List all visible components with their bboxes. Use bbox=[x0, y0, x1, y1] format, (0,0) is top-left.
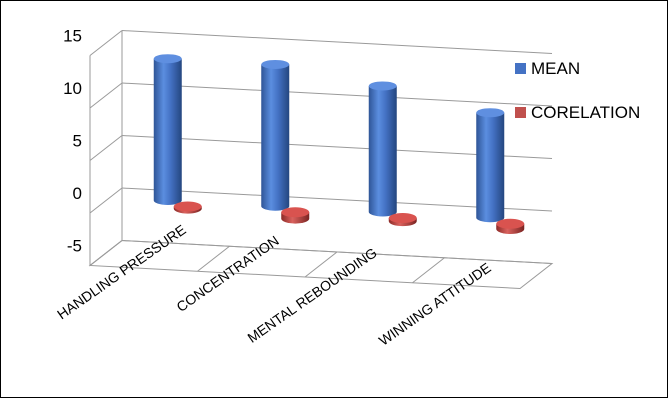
bar-corelation-0 bbox=[173, 201, 202, 214]
bar-mean-3-body bbox=[476, 112, 505, 223]
bars bbox=[153, 54, 525, 235]
bar-corelation-1 bbox=[281, 207, 310, 224]
bar-corelation-2 bbox=[388, 213, 417, 227]
bar-corelation-2-cap bbox=[388, 213, 417, 224]
bar-mean-2 bbox=[368, 81, 397, 217]
legend-swatch bbox=[515, 107, 526, 118]
gridline-side bbox=[89, 240, 123, 266]
y-tick-label: -5 bbox=[67, 237, 82, 256]
bar-mean-3-cap bbox=[476, 108, 505, 118]
gridline-side bbox=[89, 82, 123, 109]
gridline bbox=[121, 82, 553, 107]
bar-mean-0-body bbox=[153, 58, 182, 205]
bar-mean-1-cap bbox=[261, 59, 290, 69]
legend-label: CORELATION bbox=[531, 103, 640, 122]
y-tick-label: 5 bbox=[73, 132, 82, 151]
legend-swatch bbox=[515, 63, 526, 74]
category-label: MENTAL REBOUNDING bbox=[244, 244, 379, 345]
gridline bbox=[121, 30, 553, 54]
bar-mean-0 bbox=[153, 54, 182, 205]
bar-corelation-1-cap bbox=[281, 207, 310, 218]
bar-mean-1 bbox=[261, 59, 290, 211]
gridline-side bbox=[89, 187, 123, 214]
bar-corelation-3 bbox=[496, 218, 525, 235]
gridline-side bbox=[89, 30, 123, 56]
bar-corelation-3-cap bbox=[496, 218, 525, 229]
category-label: WINNING ATTITUDE bbox=[376, 259, 494, 348]
category-label: CONCENTRATION bbox=[173, 232, 281, 315]
y-tick-label: 10 bbox=[63, 79, 82, 98]
bar-mean-2-body bbox=[368, 85, 397, 217]
bar-mean-2-cap bbox=[368, 81, 397, 91]
category-divider bbox=[304, 251, 338, 278]
bar-corelation-0-cap bbox=[173, 201, 202, 212]
gridline-side bbox=[89, 135, 123, 161]
y-tick-label: 15 bbox=[63, 27, 82, 46]
bar-mean-0-cap bbox=[153, 54, 182, 64]
legend-label: MEAN bbox=[531, 59, 580, 78]
category-divider bbox=[197, 245, 230, 272]
y-tick-label: 0 bbox=[73, 184, 82, 203]
legend: MEAN CORELATION bbox=[515, 59, 640, 122]
category-divider bbox=[412, 257, 445, 284]
bar-mean-1-body bbox=[261, 64, 290, 211]
bar-mean-3 bbox=[476, 108, 505, 223]
y-tick-labels: 15 10 5 0 -5 bbox=[63, 27, 82, 256]
